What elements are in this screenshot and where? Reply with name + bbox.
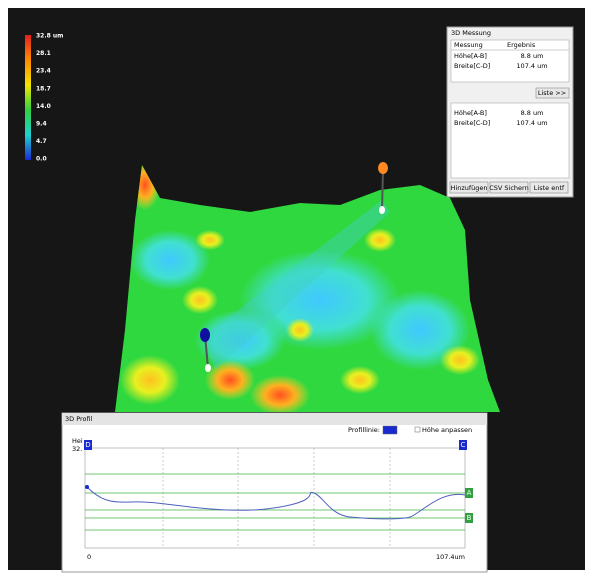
scale-label: 32.8 um xyxy=(36,33,63,40)
checkbox[interactable] xyxy=(415,427,420,432)
measure-name: Höhe[A-B] xyxy=(454,52,487,60)
panel-title: 3D Messung xyxy=(451,29,491,37)
scale-label: 4.7 xyxy=(36,138,47,145)
marker-point xyxy=(378,162,388,174)
scale-label: 23.4 xyxy=(36,68,51,75)
x-start-label: 0 xyxy=(87,553,91,561)
measure-name: Breite[C-D] xyxy=(454,62,490,70)
screen: 32.8 um 28.1 23.4 18.7 14.0 9.4 4.7 0.0 3D Mess… xyxy=(0,0,593,578)
scale-label: 9.4 xyxy=(36,121,47,128)
button-label: Liste entf xyxy=(534,184,565,192)
marker-stem xyxy=(382,170,383,210)
scale-label: 14.0 xyxy=(36,103,51,110)
scale-label: 28.1 xyxy=(36,50,51,57)
measure-panel: 3D Messung Messung Ergebnis Höhe[A-B] 8.8… xyxy=(447,27,573,197)
profile-point xyxy=(85,485,89,489)
result: 107.4 um xyxy=(516,62,547,70)
button-label: CSV Sichern xyxy=(489,184,528,192)
profile-panel: 3D Profil Profillinie: Höhe anpassen Hei… xyxy=(62,413,487,572)
profile-marker-label: A xyxy=(467,489,472,497)
measure-name: Höhe[A-B] xyxy=(454,109,487,117)
profile-line-label: Profillinie: xyxy=(348,426,380,434)
scale-label: 18.7 xyxy=(36,85,51,92)
header: Ergebnis xyxy=(507,41,536,49)
y-label: 32. xyxy=(72,445,82,453)
profile-marker-label: B xyxy=(467,514,472,522)
result: 8.8 um xyxy=(521,52,544,60)
line-color-select[interactable] xyxy=(383,426,397,434)
x-end-label: 107.4um xyxy=(436,553,465,561)
profile-marker-label: D xyxy=(85,441,90,449)
color-bar xyxy=(25,35,31,160)
fit-height-label: Höhe anpassen xyxy=(422,426,472,434)
button-label: Hinzufügen xyxy=(451,184,488,192)
marker-point xyxy=(200,328,210,342)
marker-point xyxy=(379,206,385,214)
header: Messung xyxy=(454,41,483,49)
profile-marker-label: C xyxy=(461,441,466,449)
result: 8.8 um xyxy=(521,109,544,117)
measure-name: Breite[C-D] xyxy=(454,119,490,127)
panel-title: 3D Profil xyxy=(65,415,93,423)
list-button-label: Liste >> xyxy=(538,89,566,97)
scale-label: 0.0 xyxy=(36,156,47,163)
y-label: Hei xyxy=(72,437,83,445)
result: 107.4 um xyxy=(516,119,547,127)
marker-point xyxy=(205,364,211,372)
